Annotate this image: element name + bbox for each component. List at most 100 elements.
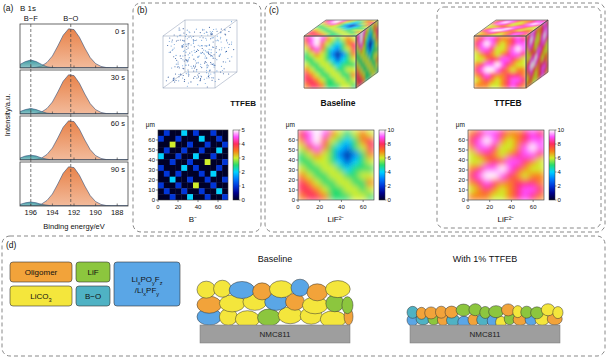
cube-dot bbox=[182, 55, 183, 56]
cube-dot bbox=[199, 46, 200, 47]
cell bbox=[491, 193, 499, 200]
cell bbox=[164, 177, 170, 183]
cube-edge bbox=[474, 36, 526, 88]
cube-dot bbox=[200, 80, 201, 81]
cube-edge bbox=[163, 72, 185, 88]
cell bbox=[216, 148, 222, 154]
cube-dot bbox=[207, 67, 208, 68]
cube-pixel bbox=[330, 57, 335, 62]
cube-dot bbox=[216, 52, 217, 53]
annotation-line bbox=[70, 24, 71, 206]
cube-dot bbox=[193, 40, 194, 41]
cube-dot bbox=[224, 34, 225, 35]
cell bbox=[187, 148, 193, 154]
area bbox=[20, 60, 128, 68]
cube-dot bbox=[207, 64, 208, 65]
cell bbox=[344, 165, 352, 172]
cell bbox=[529, 172, 537, 179]
tick-label: 0 bbox=[156, 204, 160, 210]
cube-dot bbox=[207, 52, 208, 53]
cube-pixel bbox=[474, 57, 479, 62]
cube-dot bbox=[178, 66, 179, 67]
cube-pixel bbox=[495, 78, 500, 83]
tick-label: 8 bbox=[388, 141, 392, 147]
cell bbox=[205, 159, 211, 165]
cube-pixel bbox=[521, 57, 526, 62]
annotation-line bbox=[30, 24, 31, 206]
cube-pixel bbox=[484, 57, 489, 62]
cube-dot bbox=[213, 58, 214, 59]
cube-pixel bbox=[510, 52, 515, 57]
tick bbox=[466, 200, 468, 201]
map-cells bbox=[298, 130, 374, 200]
cell bbox=[298, 137, 306, 144]
tick-label: 40 bbox=[195, 204, 202, 210]
cell bbox=[164, 153, 170, 159]
cube-dot bbox=[210, 54, 211, 55]
cube-pixel bbox=[325, 62, 330, 67]
cube-dot bbox=[171, 46, 172, 47]
tick-label: 0 bbox=[152, 197, 156, 203]
cell bbox=[536, 137, 544, 144]
cube-dot bbox=[196, 62, 197, 63]
map-frame bbox=[158, 130, 228, 200]
cube-pixel bbox=[495, 41, 500, 46]
subtitle: 30 s bbox=[111, 73, 125, 82]
cell bbox=[187, 188, 193, 194]
cube-dot bbox=[196, 51, 197, 52]
tick bbox=[385, 200, 387, 201]
cube-pixel bbox=[340, 78, 345, 83]
cell bbox=[344, 172, 352, 179]
tick-label: 60 bbox=[288, 137, 295, 143]
cube-dot bbox=[195, 40, 196, 41]
tick bbox=[466, 160, 468, 161]
panel-frame bbox=[265, 3, 605, 232]
cube-pixel bbox=[490, 78, 495, 83]
cube-pixel bbox=[335, 36, 340, 41]
cell bbox=[158, 153, 164, 159]
tick bbox=[198, 200, 199, 202]
cell bbox=[351, 193, 359, 200]
cube-dot bbox=[227, 58, 228, 59]
cube-dot bbox=[211, 55, 212, 56]
cell bbox=[222, 136, 228, 142]
cube-pixel bbox=[490, 83, 495, 88]
cell bbox=[529, 144, 537, 151]
cube-pixel bbox=[495, 83, 500, 88]
cube-dot bbox=[189, 31, 190, 32]
cube-dot bbox=[184, 40, 185, 41]
cube-dot bbox=[178, 74, 179, 75]
cell bbox=[468, 172, 476, 179]
column-title: Baseline bbox=[321, 98, 356, 108]
cell bbox=[359, 165, 367, 172]
cell bbox=[336, 144, 344, 151]
cell bbox=[199, 183, 205, 189]
subtitle: 90 s bbox=[111, 165, 125, 174]
cube-pixel bbox=[484, 41, 489, 46]
cell bbox=[529, 137, 537, 144]
cell bbox=[521, 130, 529, 137]
cube-dot bbox=[174, 66, 175, 67]
cube-face-cells bbox=[356, 20, 378, 88]
cube-dot bbox=[184, 79, 185, 80]
cube-pixel bbox=[505, 83, 510, 88]
tick bbox=[74, 158, 75, 161]
cube-dot bbox=[180, 35, 181, 36]
tick-label: 10 bbox=[388, 127, 395, 133]
cube-dot bbox=[206, 46, 207, 47]
cube-pixel bbox=[314, 57, 319, 62]
cell bbox=[351, 158, 359, 165]
cube-pixel bbox=[505, 52, 510, 57]
cube-pixel bbox=[304, 36, 309, 41]
colorbar bbox=[549, 130, 555, 200]
cell bbox=[170, 183, 176, 189]
cell bbox=[476, 186, 484, 193]
cube-shade bbox=[356, 20, 378, 88]
cube-dot bbox=[219, 56, 220, 57]
cell bbox=[336, 158, 344, 165]
legend-text: Oligomer bbox=[25, 268, 58, 277]
cube-pixel bbox=[346, 67, 351, 72]
cube-edge bbox=[215, 20, 237, 36]
cube-dot bbox=[193, 70, 194, 71]
cube-pixel bbox=[340, 83, 345, 88]
